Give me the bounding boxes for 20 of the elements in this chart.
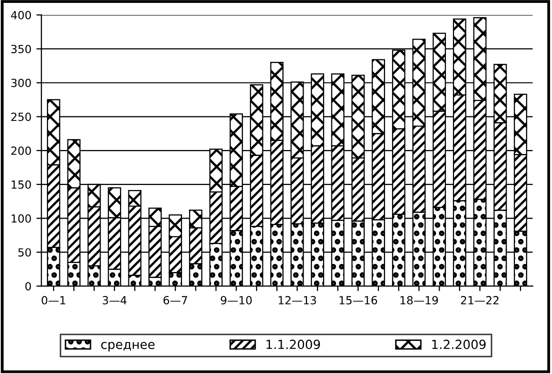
x-tick-label: 3—4 xyxy=(102,296,126,304)
y-tick-label: 350 xyxy=(11,44,31,54)
y-tick-label: 150 xyxy=(12,180,31,189)
y-tick-label: 50 xyxy=(18,248,31,257)
legend-label: 1.2.2009 xyxy=(432,340,486,350)
x-tick-label: 9—10 xyxy=(220,296,252,304)
x-tick-label: 12—13 xyxy=(278,296,316,304)
y-tick-label: 0 xyxy=(25,282,31,290)
y-tick-label: 100 xyxy=(12,214,31,223)
x-tick-label: 15—16 xyxy=(340,296,378,304)
legend-label: среднее xyxy=(101,342,155,352)
y-tick-label: 250 xyxy=(11,112,31,122)
y-tick-label: 200 xyxy=(11,146,31,155)
x-tick-label: 21—22 xyxy=(461,296,498,304)
legend-label: 1.1.2009 xyxy=(266,340,320,350)
x-tick-label: 6—7 xyxy=(164,296,188,304)
x-tick-label: 0—1 xyxy=(42,296,66,304)
y-tick-label: 400 xyxy=(11,10,31,20)
y-tick-label: 300 xyxy=(11,78,31,88)
x-tick-label: 18—19 xyxy=(400,296,438,304)
